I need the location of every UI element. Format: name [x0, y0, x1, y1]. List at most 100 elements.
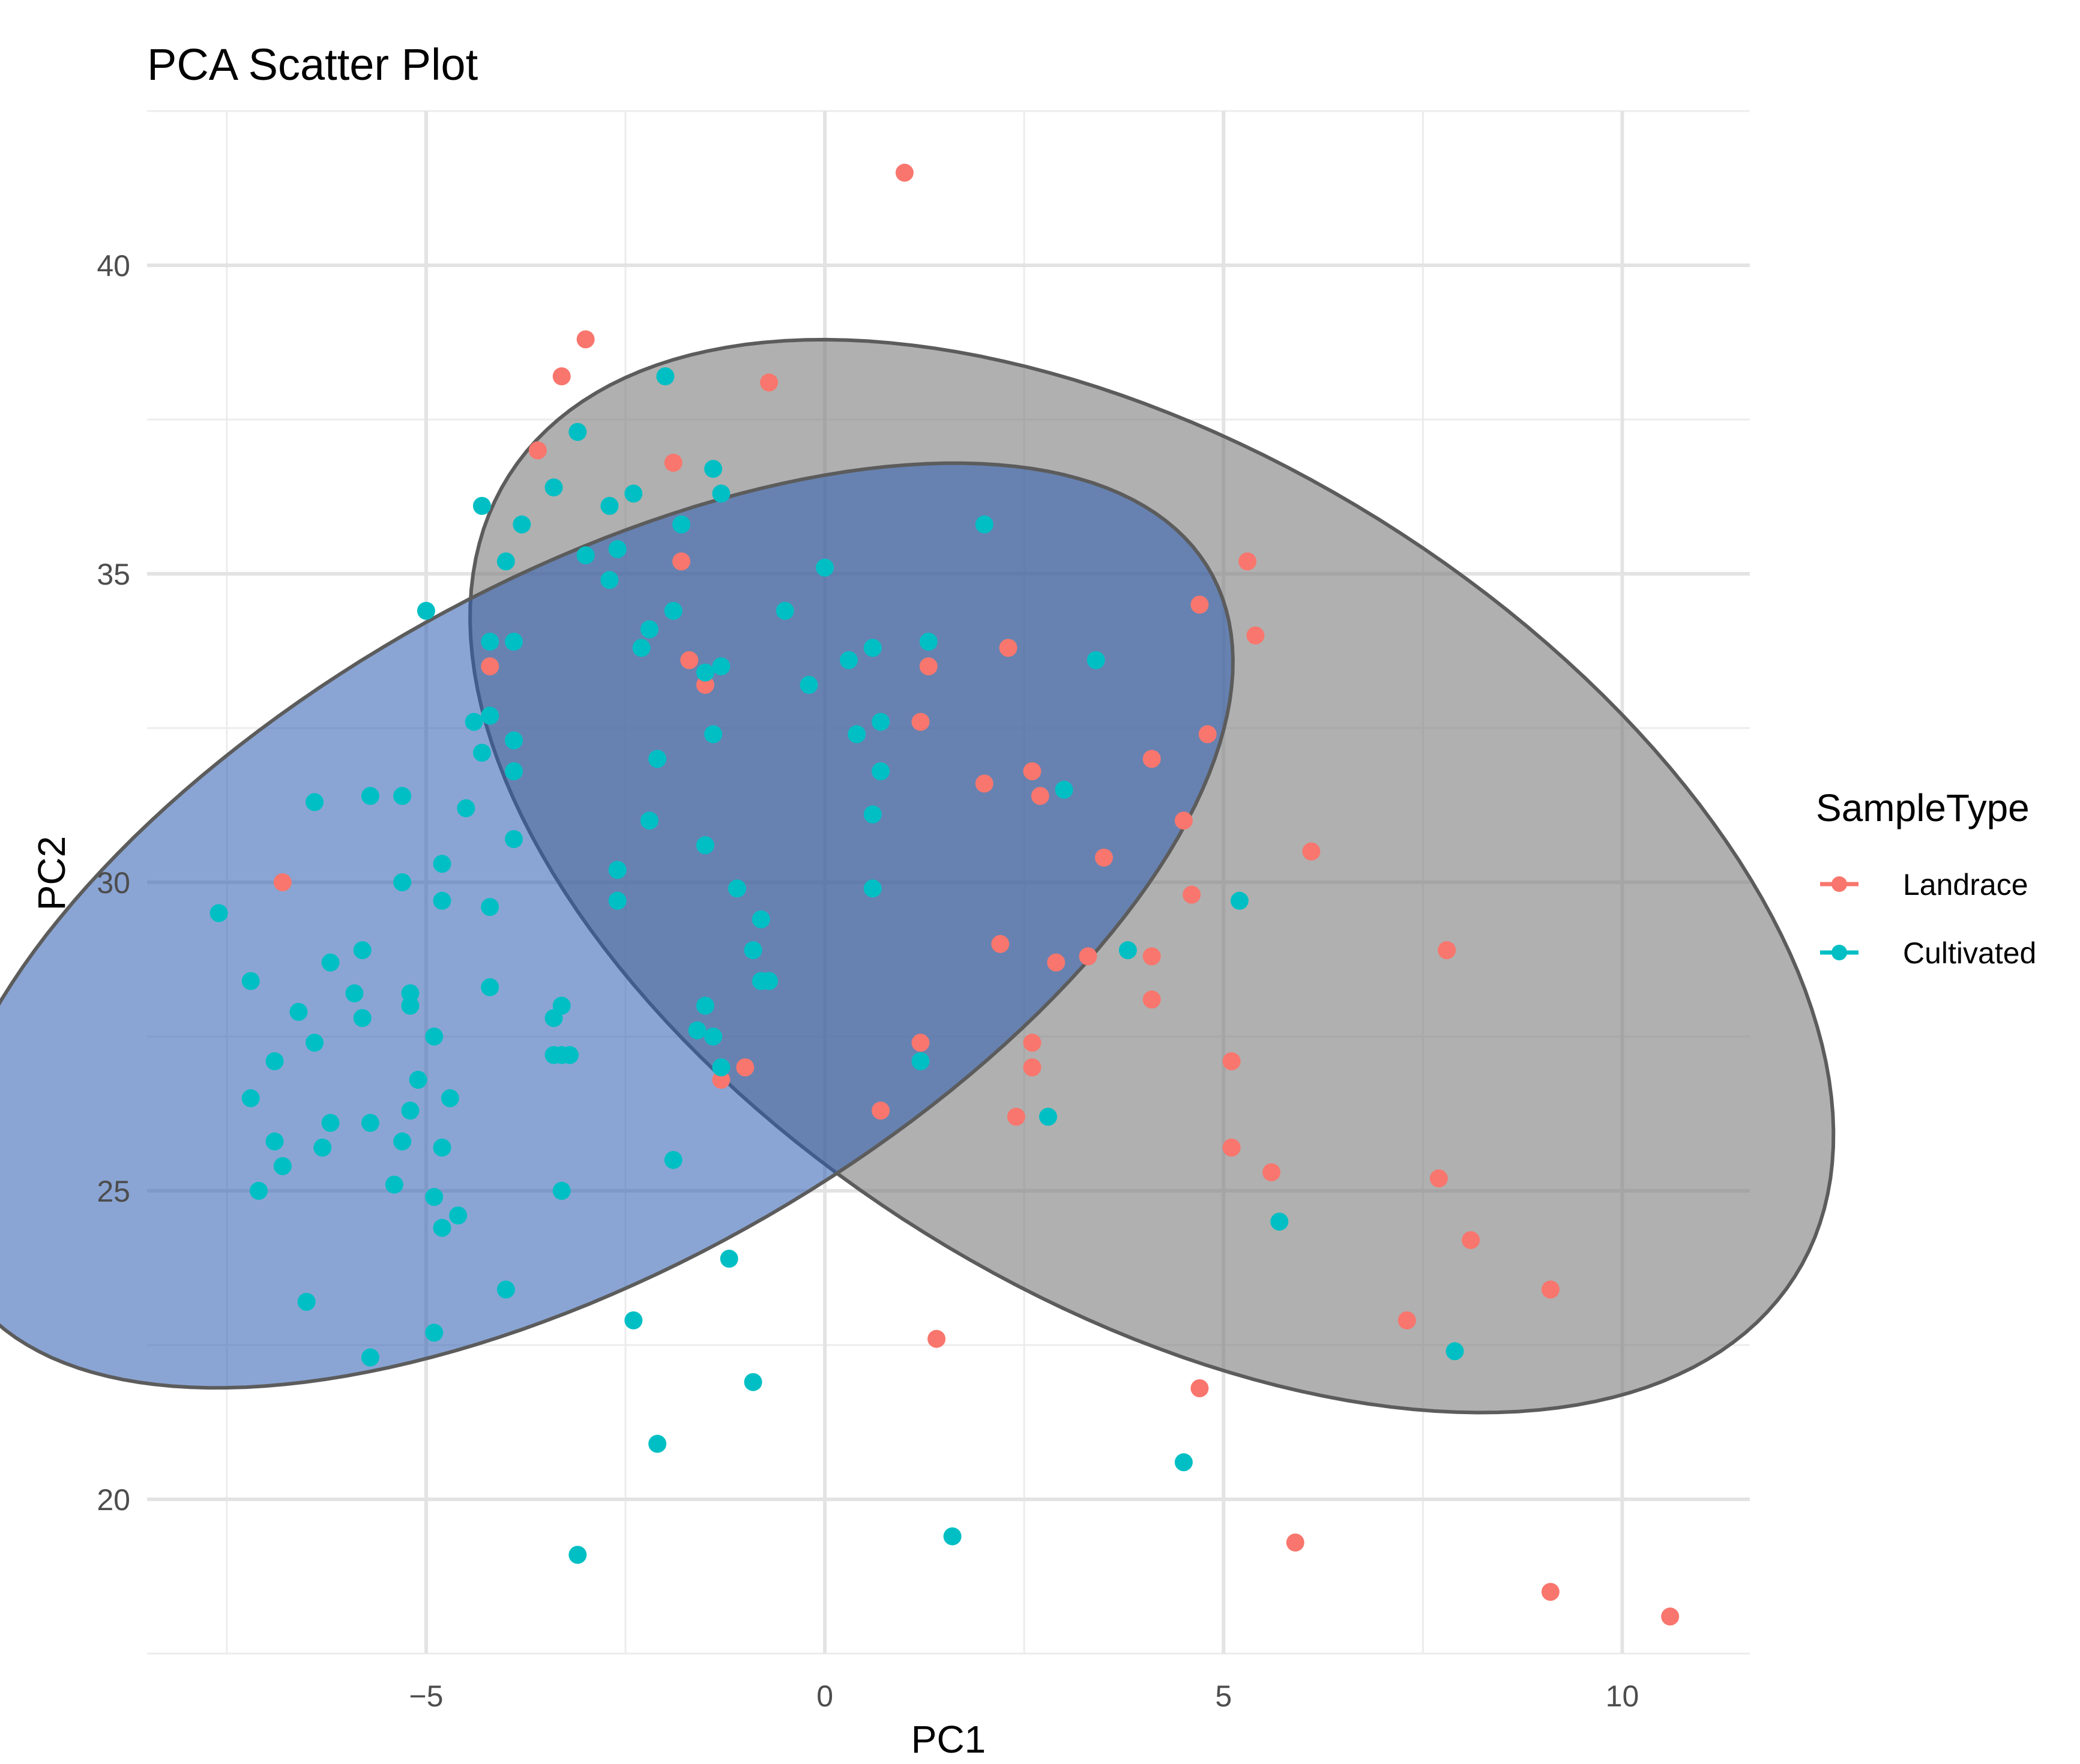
point-cultivated	[433, 1218, 451, 1237]
point-landrace	[991, 935, 1010, 953]
point-landrace	[1190, 595, 1209, 614]
point-cultivated	[1055, 780, 1073, 799]
point-landrace	[528, 441, 547, 460]
point-cultivated	[353, 1009, 372, 1028]
point-landrace	[1661, 1607, 1680, 1626]
point-cultivated	[576, 546, 595, 565]
y-axis-title: PC2	[30, 836, 73, 911]
chart-title: PCA Scatter Plot	[147, 40, 478, 89]
point-cultivated	[919, 633, 938, 651]
point-landrace	[1190, 1379, 1209, 1397]
point-cultivated	[361, 787, 379, 805]
point-cultivated	[433, 891, 451, 910]
point-cultivated	[848, 725, 866, 744]
point-cultivated	[744, 941, 762, 960]
point-cultivated	[433, 855, 451, 873]
point-landrace	[919, 657, 938, 676]
point-cultivated	[401, 1101, 420, 1120]
point-landrace	[1183, 885, 1201, 904]
point-cultivated	[321, 1113, 340, 1132]
point-landrace	[672, 552, 690, 571]
point-cultivated	[776, 601, 794, 620]
point-cultivated	[361, 1113, 379, 1132]
point-cultivated	[433, 1139, 451, 1157]
point-landrace	[1302, 842, 1321, 861]
point-cultivated	[863, 639, 882, 657]
point-landrace	[927, 1329, 946, 1348]
point-landrace	[1397, 1311, 1416, 1329]
point-cultivated	[640, 620, 659, 639]
point-cultivated	[241, 972, 260, 990]
point-cultivated	[664, 601, 683, 620]
point-cultivated	[250, 1182, 268, 1200]
point-cultivated	[425, 1323, 444, 1342]
point-cultivated	[513, 515, 531, 534]
point-landrace	[1142, 750, 1161, 768]
point-landrace	[999, 639, 1017, 657]
point-cultivated	[457, 799, 475, 817]
x-tick-label: 5	[1215, 1679, 1232, 1713]
point-landrace	[911, 1034, 930, 1052]
point-cultivated	[664, 1151, 683, 1169]
point-landrace	[680, 651, 699, 669]
point-cultivated	[425, 1188, 444, 1206]
point-cultivated	[472, 496, 491, 515]
point-landrace	[1286, 1534, 1304, 1552]
point-landrace	[1262, 1163, 1280, 1182]
point-cultivated	[401, 984, 420, 1002]
point-cultivated	[210, 904, 228, 923]
point-cultivated	[863, 805, 882, 823]
point-cultivated	[361, 1348, 379, 1367]
point-cultivated	[704, 725, 723, 744]
point-cultivated	[393, 787, 412, 805]
point-landrace	[760, 373, 779, 392]
point-landrace	[736, 1058, 755, 1077]
y-tick-label: 20	[97, 1483, 130, 1517]
point-landrace	[1031, 787, 1049, 805]
point-cultivated	[481, 978, 499, 996]
point-landrace	[1222, 1052, 1241, 1071]
point-landrace	[1047, 953, 1066, 972]
point-cultivated	[496, 1280, 515, 1299]
point-cultivated	[648, 1434, 667, 1453]
point-cultivated	[561, 1046, 579, 1064]
point-cultivated	[568, 1546, 587, 1564]
point-cultivated	[672, 515, 690, 534]
x-axis-ticks: −5 0 5 10	[409, 1679, 1639, 1713]
point-cultivated	[608, 540, 627, 558]
point-landrace	[1023, 1058, 1042, 1077]
point-landrace	[1142, 990, 1161, 1009]
point-cultivated	[265, 1132, 284, 1151]
point-landrace	[1174, 811, 1193, 830]
point-landrace	[1142, 947, 1161, 966]
point-landrace	[872, 1101, 890, 1120]
point-landrace	[1246, 626, 1265, 645]
legend-label-landrace: Landrace	[1903, 868, 2028, 902]
point-cultivated	[505, 633, 523, 651]
point-cultivated	[632, 639, 651, 657]
point-cultivated	[712, 1058, 731, 1077]
point-cultivated	[481, 898, 499, 917]
point-cultivated	[313, 1139, 332, 1157]
point-cultivated	[863, 879, 882, 898]
point-landrace	[552, 367, 571, 385]
x-tick-label: 0	[816, 1679, 833, 1713]
point-cultivated	[297, 1293, 316, 1311]
point-cultivated	[505, 762, 523, 780]
point-cultivated	[608, 891, 627, 910]
point-cultivated	[744, 1373, 762, 1391]
point-cultivated	[752, 910, 770, 929]
point-cultivated	[393, 1132, 412, 1151]
point-cultivated	[265, 1052, 284, 1071]
confidence-ellipses	[0, 337, 1836, 1415]
legend-entry-cultivated: Cultivated	[1820, 936, 2036, 970]
point-cultivated	[345, 984, 364, 1002]
point-landrace	[1222, 1139, 1241, 1157]
point-landrace	[696, 676, 714, 694]
point-landrace	[664, 454, 683, 472]
point-cultivated	[409, 1071, 427, 1089]
point-landrace	[1095, 848, 1113, 867]
point-cultivated	[720, 1250, 738, 1268]
point-cultivated	[640, 811, 659, 830]
